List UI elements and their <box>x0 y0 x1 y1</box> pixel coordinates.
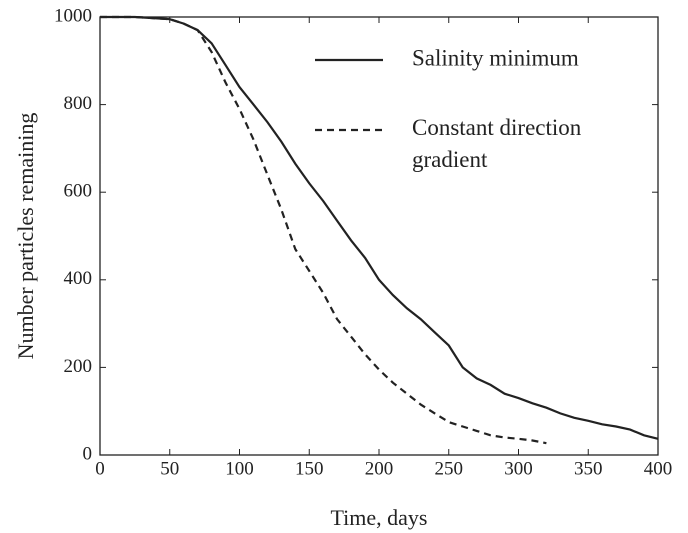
y-tick-label: 800 <box>64 93 93 114</box>
y-tick-label: 600 <box>64 181 93 202</box>
legend-label: Constant direction gradient <box>412 115 582 172</box>
series-line <box>100 15 659 440</box>
y-tick-label: 200 <box>64 356 93 377</box>
legend-label: Salinity minimum <box>412 45 579 70</box>
x-tick-label: 0 <box>95 458 105 479</box>
y-axis-label: Number particles remaining <box>13 113 38 360</box>
x-tick-label: 250 <box>435 458 464 479</box>
x-tick-label: 400 <box>644 458 673 479</box>
x-tick-label: 300 <box>504 458 533 479</box>
y-tick-label: 0 <box>83 443 93 464</box>
x-axis-label: Time, days <box>331 505 428 530</box>
y-tick-label: 400 <box>64 268 93 289</box>
x-tick-label: 100 <box>225 458 254 479</box>
x-tick-label: 50 <box>160 458 179 479</box>
x-tick-label: 150 <box>295 458 324 479</box>
series-line <box>100 15 547 445</box>
y-tick-label: 1000 <box>54 5 92 26</box>
x-tick-label: 200 <box>365 458 394 479</box>
x-tick-label: 350 <box>574 458 603 479</box>
plot-frame <box>99 16 659 456</box>
